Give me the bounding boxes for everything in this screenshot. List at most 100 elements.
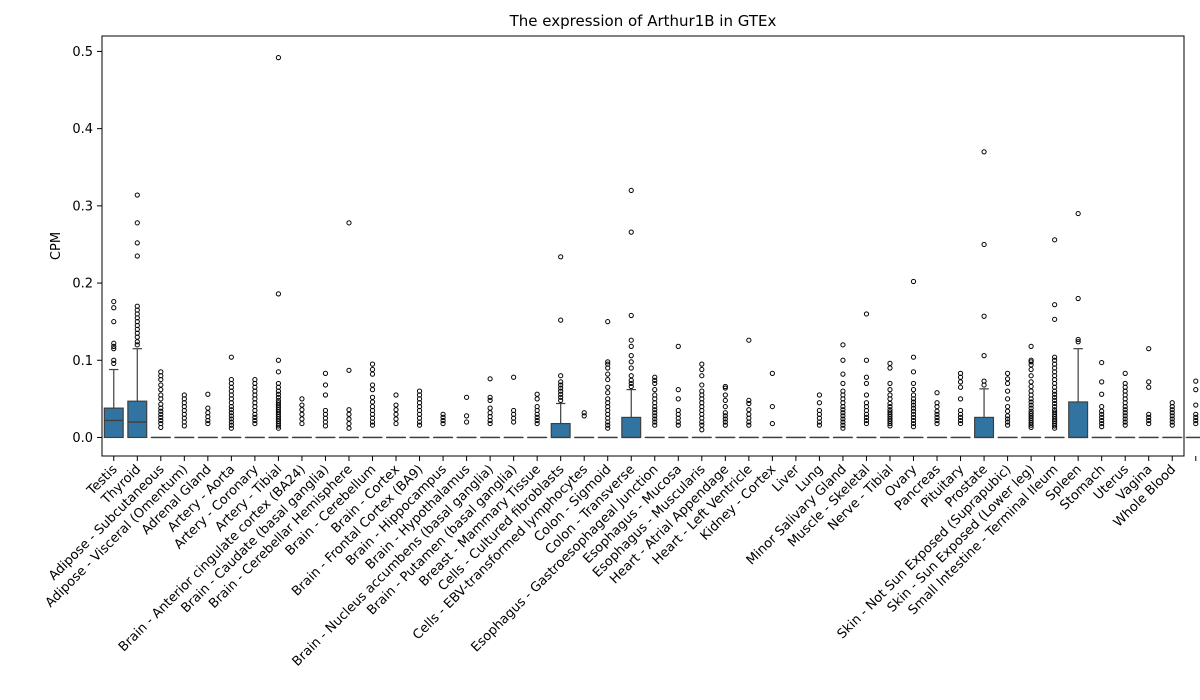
- outlier-point: [957, 407, 964, 414]
- outlier-point: [134, 253, 140, 259]
- outlier-point: [934, 411, 940, 417]
- outlier-point: [1004, 422, 1011, 428]
- y-axis-label: CPM: [49, 232, 64, 260]
- outlier-point: [111, 340, 117, 346]
- outlier-point: [487, 397, 493, 404]
- outlier-point: [628, 353, 634, 359]
- outlier-point: [322, 407, 329, 414]
- outlier-point: [1052, 354, 1058, 360]
- outlier-point: [1075, 295, 1081, 302]
- outlier-point: [463, 394, 470, 400]
- outlier-point: [675, 343, 681, 349]
- outlier-point: [1122, 422, 1128, 428]
- outlier-point: [558, 382, 564, 388]
- outlier-point: [228, 407, 234, 413]
- outlier-point: [111, 357, 117, 363]
- outlier-point: [299, 411, 305, 417]
- outlier-point: [1028, 405, 1034, 411]
- outlier-point: [816, 407, 823, 414]
- outlier-point: [1169, 413, 1175, 419]
- outlier-point: [228, 425, 234, 431]
- outlier-point: [1028, 357, 1034, 363]
- outlier-point: [1004, 370, 1011, 376]
- outlier-point: [228, 422, 234, 428]
- outlier-point: [934, 420, 940, 427]
- outlier-point: [605, 361, 611, 367]
- outlier-point: [840, 371, 846, 377]
- outlier-point: [1122, 410, 1128, 416]
- outlier-point: [393, 402, 399, 408]
- outlier-point: [299, 402, 305, 408]
- outlier-point: [981, 313, 987, 319]
- outlier-point: [981, 149, 987, 155]
- outlier-point: [252, 376, 258, 383]
- outlier-point: [1122, 370, 1128, 376]
- outlier-point: [1193, 414, 1199, 420]
- outlier-point: [581, 413, 587, 419]
- outlier-point: [652, 377, 658, 383]
- outlier-point: [487, 394, 493, 400]
- outlier-point: [534, 403, 540, 410]
- outlier-point: [628, 343, 634, 349]
- outlier-point: [910, 414, 917, 420]
- outlier-point: [628, 359, 634, 365]
- outlier-point: [722, 383, 728, 390]
- outlier-point: [840, 357, 846, 363]
- outlier-point: [1193, 411, 1199, 417]
- outlier-point: [628, 373, 634, 379]
- outlier-point: [346, 411, 352, 417]
- outlier-point: [369, 366, 376, 373]
- outlier-point: [228, 419, 234, 425]
- outlier-point: [1193, 420, 1199, 427]
- outlier-point: [1146, 417, 1152, 424]
- outlier-point: [158, 401, 164, 407]
- outlier-point: [134, 342, 140, 348]
- outlier-point: [1004, 416, 1011, 422]
- outlier-point: [158, 392, 164, 398]
- outlier-point: [722, 403, 728, 410]
- outlier-point: [722, 416, 728, 422]
- outlier-point: [769, 370, 775, 376]
- outlier-point: [1099, 411, 1105, 417]
- outlier-point: [158, 408, 164, 414]
- outlier-point: [746, 337, 752, 343]
- outlier-point: [134, 192, 140, 198]
- outlier-point: [558, 317, 564, 323]
- outlier-point: [369, 422, 376, 428]
- outlier-point: [581, 410, 587, 416]
- outlier-point: [1075, 339, 1081, 345]
- outlier-point: [534, 420, 540, 427]
- outlier-point: [722, 419, 728, 425]
- outlier-point: [228, 354, 234, 360]
- outlier-point: [1099, 379, 1105, 385]
- outlier-point: [1075, 210, 1081, 217]
- outlier-point: [558, 388, 564, 394]
- outlier-point: [910, 380, 917, 387]
- outlier-point: [699, 361, 705, 367]
- outlier-point: [1028, 343, 1034, 349]
- outlier-point: [393, 407, 399, 413]
- outlier-point: [1052, 237, 1058, 243]
- outlier-point: [369, 387, 376, 393]
- outlier-point: [1146, 379, 1152, 385]
- outlier-point: [722, 392, 728, 398]
- outlier-point: [887, 380, 893, 387]
- outlier-point: [1004, 376, 1011, 382]
- outlier-point: [181, 392, 187, 398]
- outlier-point: [205, 420, 211, 427]
- outlier-point: [605, 371, 611, 377]
- outlier-point: [534, 396, 540, 402]
- outlier-point: [322, 382, 329, 388]
- box-iqr: [974, 416, 995, 439]
- outlier-point: [840, 425, 846, 431]
- outlier-point: [440, 420, 446, 427]
- outlier-point: [652, 410, 658, 416]
- outlier-point: [863, 417, 870, 424]
- outlier-point: [1004, 396, 1011, 402]
- outlier-point: [228, 416, 234, 422]
- outlier-point: [605, 396, 611, 402]
- outlier-point: [111, 305, 117, 311]
- outlier-point: [1028, 359, 1034, 365]
- outlier-point: [1052, 407, 1058, 413]
